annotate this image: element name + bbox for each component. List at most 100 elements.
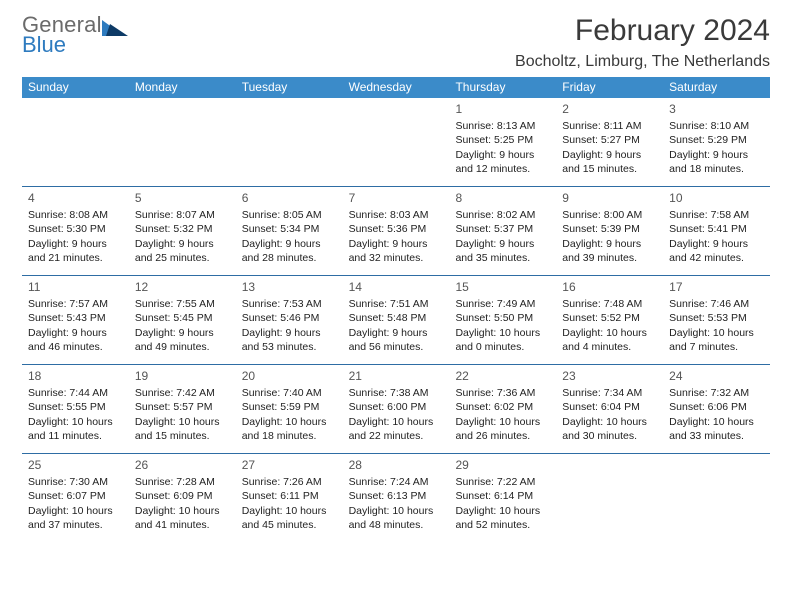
sunset-line: Sunset: 6:09 PM (135, 489, 232, 503)
day-number: 14 (349, 279, 446, 295)
daylight-line: Daylight: 9 hours (135, 237, 232, 251)
sunrise-line: Sunrise: 7:57 AM (28, 297, 125, 311)
sunset-line: Sunset: 6:07 PM (28, 489, 125, 503)
daylight-line: Daylight: 9 hours (28, 237, 125, 251)
weekday-header: Wednesday (343, 77, 450, 98)
page: General Blue February 2024 Bocholtz, Lim… (0, 0, 792, 556)
sunrise-line: Sunrise: 7:51 AM (349, 297, 446, 311)
daylight-line: Daylight: 9 hours (242, 326, 339, 340)
daylight-line: Daylight: 9 hours (349, 237, 446, 251)
calendar-cell: 11Sunrise: 7:57 AMSunset: 5:43 PMDayligh… (22, 276, 129, 364)
daylight-line: Daylight: 10 hours (455, 326, 552, 340)
sunrise-line: Sunrise: 7:42 AM (135, 386, 232, 400)
sunset-line: Sunset: 6:02 PM (455, 400, 552, 414)
sunrise-line: Sunrise: 7:46 AM (669, 297, 766, 311)
sunrise-line: Sunrise: 7:24 AM (349, 475, 446, 489)
calendar-cell: 13Sunrise: 7:53 AMSunset: 5:46 PMDayligh… (236, 276, 343, 364)
sunset-line: Sunset: 5:36 PM (349, 222, 446, 236)
calendar-row: 11Sunrise: 7:57 AMSunset: 5:43 PMDayligh… (22, 276, 770, 365)
calendar-cell (22, 98, 129, 186)
daylight-line: and 4 minutes. (562, 340, 659, 354)
logo-text: General Blue (22, 14, 102, 56)
sunset-line: Sunset: 6:06 PM (669, 400, 766, 414)
day-number: 27 (242, 457, 339, 473)
day-number: 3 (669, 101, 766, 117)
weekday-header-row: SundayMondayTuesdayWednesdayThursdayFrid… (22, 77, 770, 98)
day-number: 29 (455, 457, 552, 473)
daylight-line: Daylight: 9 hours (669, 148, 766, 162)
daylight-line: Daylight: 9 hours (562, 148, 659, 162)
daylight-line: Daylight: 9 hours (28, 326, 125, 340)
calendar-cell: 29Sunrise: 7:22 AMSunset: 6:14 PMDayligh… (449, 454, 556, 542)
daylight-line: and 45 minutes. (242, 518, 339, 532)
sunset-line: Sunset: 6:14 PM (455, 489, 552, 503)
day-number: 7 (349, 190, 446, 206)
calendar-row: 1Sunrise: 8:13 AMSunset: 5:25 PMDaylight… (22, 98, 770, 187)
calendar-cell: 10Sunrise: 7:58 AMSunset: 5:41 PMDayligh… (663, 187, 770, 275)
day-number: 18 (28, 368, 125, 384)
sunrise-line: Sunrise: 7:30 AM (28, 475, 125, 489)
weekday-header: Monday (129, 77, 236, 98)
daylight-line: Daylight: 10 hours (669, 415, 766, 429)
daylight-line: and 37 minutes. (28, 518, 125, 532)
day-number: 26 (135, 457, 232, 473)
sunrise-line: Sunrise: 7:53 AM (242, 297, 339, 311)
calendar-cell: 14 Sunrise: 7:51 AMSunset: 5:48 PMDayligh… (343, 276, 450, 364)
location: Bocholtz, Limburg, The Netherlands (515, 53, 770, 71)
calendar-cell: 3Sunrise: 8:10 AMSunset: 5:29 PMDaylight… (663, 98, 770, 186)
weekday-header: Thursday (449, 77, 556, 98)
sunrise-line: Sunrise: 8:00 AM (562, 208, 659, 222)
daylight-line: and 46 minutes. (28, 340, 125, 354)
daylight-line: Daylight: 9 hours (562, 237, 659, 251)
calendar-cell: 5Sunrise: 8:07 AMSunset: 5:32 PMDaylight… (129, 187, 236, 275)
day-number: 9 (562, 190, 659, 206)
day-number: 2 (562, 101, 659, 117)
day-number: 15 (455, 279, 552, 295)
sunset-line: Sunset: 5:48 PM (349, 311, 446, 325)
daylight-line: and 22 minutes. (349, 429, 446, 443)
sunrise-line: Sunrise: 7:34 AM (562, 386, 659, 400)
calendar: SundayMondayTuesdayWednesdayThursdayFrid… (22, 77, 770, 542)
day-number: 10 (669, 190, 766, 206)
calendar-row: 18Sunrise: 7:44 AMSunset: 5:55 PMDayligh… (22, 365, 770, 454)
daylight-line: Daylight: 10 hours (28, 504, 125, 518)
daylight-line: and 21 minutes. (28, 251, 125, 265)
daylight-line: Daylight: 9 hours (455, 237, 552, 251)
calendar-cell: 24Sunrise: 7:32 AMSunset: 6:06 PMDayligh… (663, 365, 770, 453)
daylight-line: and 12 minutes. (455, 162, 552, 176)
calendar-cell (343, 98, 450, 186)
calendar-cell: 15Sunrise: 7:49 AMSunset: 5:50 PMDayligh… (449, 276, 556, 364)
sunrise-line: Sunrise: 7:48 AM (562, 297, 659, 311)
daylight-line: and 15 minutes. (562, 162, 659, 176)
daylight-line: and 56 minutes. (349, 340, 446, 354)
sunrise-line: Sunrise: 8:10 AM (669, 119, 766, 133)
day-number: 8 (455, 190, 552, 206)
calendar-cell: 22Sunrise: 7:36 AMSunset: 6:02 PMDayligh… (449, 365, 556, 453)
daylight-line: and 7 minutes. (669, 340, 766, 354)
daylight-line: Daylight: 9 hours (349, 326, 446, 340)
day-number: 21 (349, 368, 446, 384)
calendar-cell: 21Sunrise: 7:38 AMSunset: 6:00 PMDayligh… (343, 365, 450, 453)
calendar-cell (663, 454, 770, 542)
calendar-cell: 12Sunrise: 7:55 AMSunset: 5:45 PMDayligh… (129, 276, 236, 364)
day-number: 1 (455, 101, 552, 117)
weekday-header: Friday (556, 77, 663, 98)
sunrise-line: Sunrise: 8:07 AM (135, 208, 232, 222)
sunset-line: Sunset: 5:34 PM (242, 222, 339, 236)
sunset-line: Sunset: 5:52 PM (562, 311, 659, 325)
sunset-line: Sunset: 5:53 PM (669, 311, 766, 325)
sunset-line: Sunset: 5:50 PM (455, 311, 552, 325)
sunrise-line: Sunrise: 8:08 AM (28, 208, 125, 222)
calendar-cell: 6Sunrise: 8:05 AMSunset: 5:34 PMDaylight… (236, 187, 343, 275)
daylight-line: and 52 minutes. (455, 518, 552, 532)
daylight-line: and 39 minutes. (562, 251, 659, 265)
day-number: 17 (669, 279, 766, 295)
calendar-cell (129, 98, 236, 186)
day-number: 4 (28, 190, 125, 206)
calendar-cell: 2Sunrise: 8:11 AMSunset: 5:27 PMDaylight… (556, 98, 663, 186)
day-number: 20 (242, 368, 339, 384)
daylight-line: and 18 minutes. (669, 162, 766, 176)
sunrise-line: Sunrise: 8:02 AM (455, 208, 552, 222)
sunrise-line: Sunrise: 7:26 AM (242, 475, 339, 489)
month-title: February 2024 (515, 14, 770, 47)
